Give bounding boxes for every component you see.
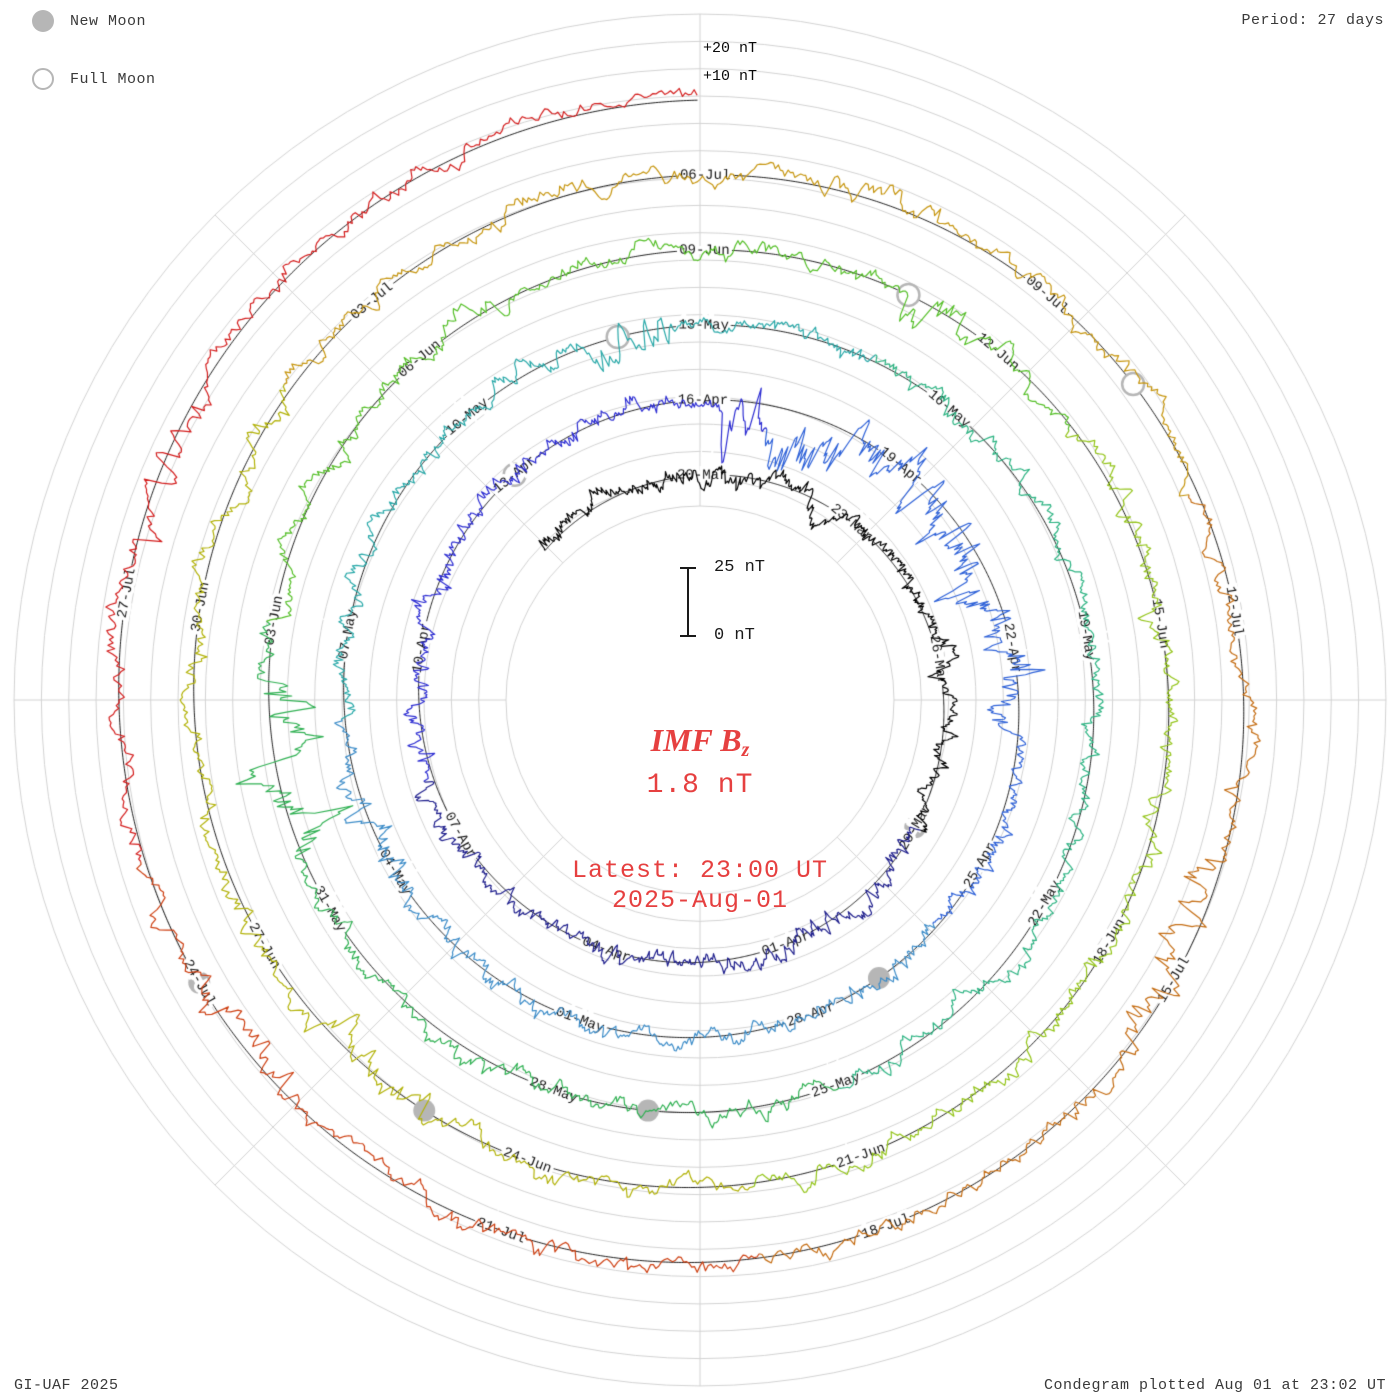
legend-full-moon: Full Moon [32, 68, 156, 90]
latest-value: 1.8 nT [646, 770, 754, 801]
legend-new-moon-label: New Moon [70, 12, 147, 30]
scale-bar-top-cap [680, 567, 696, 569]
plot-timestamp: Condegram plotted Aug 01 at 23:02 UT [1043, 1377, 1386, 1394]
full-moon-icon [32, 68, 54, 90]
scale-bar-bottom-cap [680, 635, 696, 637]
period-label: Period: 27 days [1241, 12, 1384, 29]
series-title-subscript: z [741, 738, 750, 761]
credit-label: GI-UAF 2025 [14, 1377, 119, 1394]
latest-time: Latest: 23:00 UT [571, 856, 829, 885]
legend-new-moon: New Moon [32, 10, 146, 32]
series-title-main: IMF B [650, 722, 742, 758]
new-moon-icon [32, 10, 54, 32]
scale-bar-bottom-label: 0 nT [714, 626, 755, 645]
legend-full-moon-label: Full Moon [70, 70, 156, 88]
scale-bar-top-label: 25 nT [714, 558, 766, 577]
latest-date: 2025-Aug-01 [611, 886, 789, 915]
radial-tick-plus20: +20 nT [703, 40, 758, 57]
radial-tick-plus10: +10 nT [703, 68, 758, 85]
scale-bar [687, 568, 689, 636]
series-title: IMF Bz [0, 722, 1400, 762]
